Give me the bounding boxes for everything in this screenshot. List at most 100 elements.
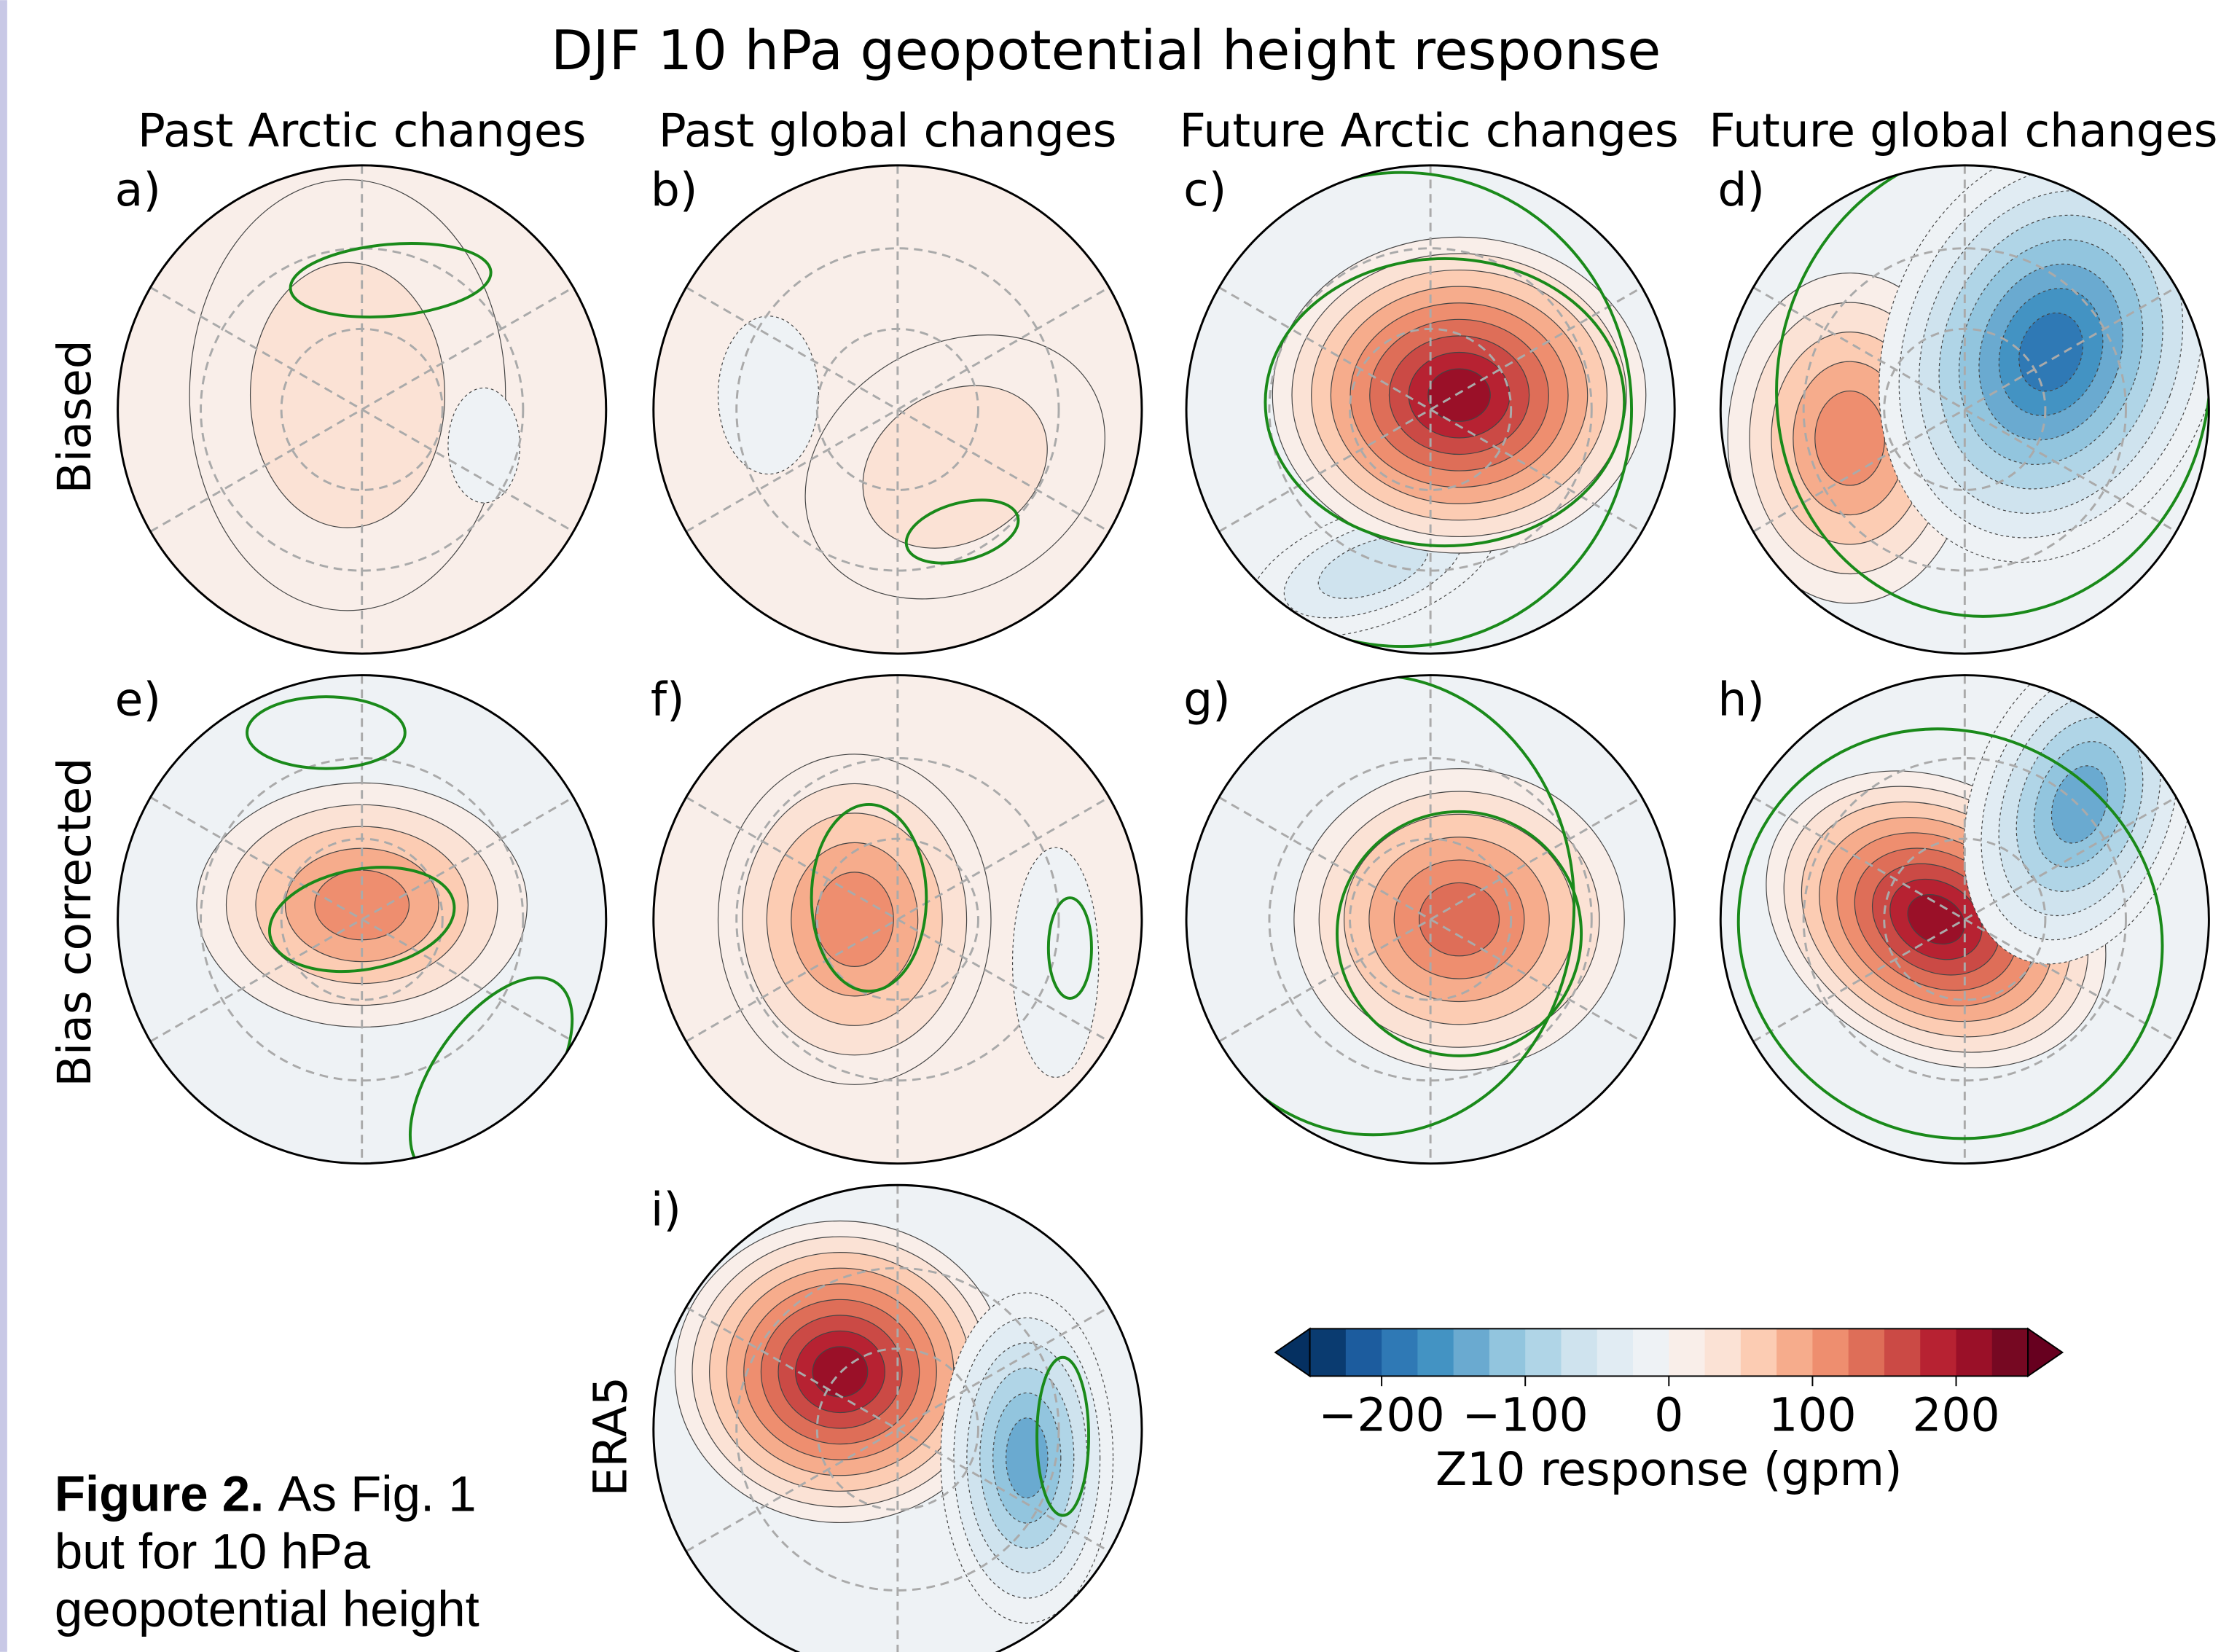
- meridian-line: [1218, 286, 1643, 533]
- caption-label: Figure 2.: [55, 1466, 264, 1522]
- colorbar-segment: [1417, 1328, 1454, 1377]
- panel-label: f): [651, 673, 685, 727]
- map-border: [1719, 674, 2210, 1165]
- polar-map: [1720, 675, 2209, 1164]
- map-border: [652, 674, 1143, 1165]
- panel-label: d): [1717, 163, 1765, 216]
- polar-map: [1720, 165, 2209, 654]
- caption-line: Figure 2. As Fig. 1: [55, 1466, 477, 1522]
- colorbar-extend-high: [2027, 1327, 2064, 1378]
- column-title: Future Arctic changes: [1180, 103, 1679, 157]
- column-title: Future global changes: [1709, 103, 2217, 157]
- page-edge: [0, 0, 7, 1652]
- colorbar-tick-label: −100: [1462, 1387, 1588, 1441]
- contour-fill: [1011, 847, 1100, 1079]
- maps: a) b) c) d) e) f) g) h) i): [115, 163, 2210, 1652]
- polar-map: [117, 165, 606, 654]
- polar-map: [653, 675, 1142, 1164]
- contour-fill: [1907, 894, 1965, 945]
- significance-contour: [1186, 171, 1634, 649]
- significance-contour: [1035, 1355, 1090, 1517]
- meridian-line: [1752, 286, 2177, 533]
- significance-contour: [1336, 810, 1583, 1057]
- colorbar-segment: [1812, 1328, 1849, 1377]
- contour-fill: [249, 262, 445, 528]
- colorbar-segment: [1489, 1328, 1527, 1377]
- contour-fill: [1427, 368, 1491, 422]
- significance-contour: [1775, 165, 2209, 618]
- latitude-line: [1802, 247, 2127, 572]
- meridian-line: [149, 796, 574, 1043]
- latitude-line: [1268, 247, 1593, 572]
- significance-contour: [1046, 896, 1093, 1000]
- colorbar-segment: [1633, 1328, 1670, 1377]
- colorbar-segment: [1920, 1328, 1957, 1377]
- colorbar-segment: [1561, 1328, 1598, 1377]
- polar-map: [117, 675, 606, 1164]
- panel-label: i): [651, 1182, 681, 1236]
- colorbar-segment: [1740, 1328, 1778, 1377]
- map-border: [1185, 674, 1676, 1165]
- meridian-line: [149, 286, 574, 533]
- polar-map: [1186, 675, 1675, 1164]
- map-border: [652, 1183, 1143, 1652]
- colorbar-segment: [1669, 1328, 1706, 1377]
- caption-line: but for 10 hPa: [55, 1524, 371, 1580]
- polar-map: [653, 1185, 1142, 1652]
- significance-contour: [267, 866, 456, 974]
- colorbar-segment: [1848, 1328, 1885, 1377]
- map-border: [652, 164, 1143, 655]
- row-label: Biased: [47, 340, 101, 493]
- significance-contour: [904, 498, 1020, 565]
- colorbar-segment: [1776, 1328, 1814, 1377]
- map-border: [1719, 164, 2210, 655]
- meridian-line: [1752, 796, 2177, 1043]
- figure-title: DJF 10 hPa geopotential height response: [551, 18, 1661, 82]
- colorbar-tick-label: 0: [1654, 1387, 1683, 1441]
- colorbar-extend-low: [1274, 1327, 1311, 1378]
- contour-fill: [1419, 882, 1500, 957]
- colorbar-tick-label: 100: [1768, 1387, 1856, 1441]
- map-border: [1185, 164, 1676, 655]
- column-title: Past global changes: [659, 103, 1117, 157]
- meridian-line: [685, 796, 1110, 1043]
- panel-label: h): [1717, 673, 1765, 727]
- significance-contour: [1264, 257, 1626, 548]
- contour-fill: [815, 872, 894, 967]
- significance-contour: [1186, 675, 1576, 1137]
- caption-line: geopotential height: [55, 1581, 479, 1637]
- meridian-line: [685, 1306, 1110, 1553]
- latitude-line: [735, 247, 1060, 572]
- contour-fill: [717, 316, 820, 475]
- colorbar-segment: [1956, 1328, 1993, 1377]
- colorbar-label: Z10 response (gpm): [1435, 1442, 1903, 1496]
- significance-contour: [246, 695, 407, 770]
- colorbar-segment: [1704, 1328, 1742, 1377]
- row-label: ERA5: [583, 1377, 637, 1496]
- panel-label: c): [1183, 163, 1226, 216]
- panel-label: a): [115, 163, 161, 216]
- significance-contour: [289, 242, 493, 319]
- latitude-line: [735, 1267, 1060, 1592]
- caption-line: responses.: [55, 1638, 300, 1652]
- meridian-line: [1218, 796, 1643, 1043]
- latitude-line: [200, 756, 525, 1082]
- latitude-line: [1268, 756, 1593, 1082]
- meridian-line: [685, 286, 1110, 533]
- colorbar-segment: [1453, 1328, 1490, 1377]
- colorbar-segment: [1597, 1328, 1634, 1377]
- column-title: Past Arctic changes: [138, 103, 587, 157]
- panel-label: e): [115, 673, 161, 727]
- map-border: [117, 164, 608, 655]
- colorbar-segment: [1382, 1328, 1419, 1377]
- panel-label: b): [651, 163, 698, 216]
- colorbar-tick-label: 200: [1912, 1387, 1999, 1441]
- polar-map: [1186, 165, 1675, 654]
- contour-fill: [1814, 390, 1886, 486]
- contour-fill: [447, 387, 521, 504]
- colorbar-segment: [1525, 1328, 1562, 1377]
- row-label: Bias corrected: [47, 758, 101, 1087]
- colorbar-segment: [1309, 1328, 1347, 1377]
